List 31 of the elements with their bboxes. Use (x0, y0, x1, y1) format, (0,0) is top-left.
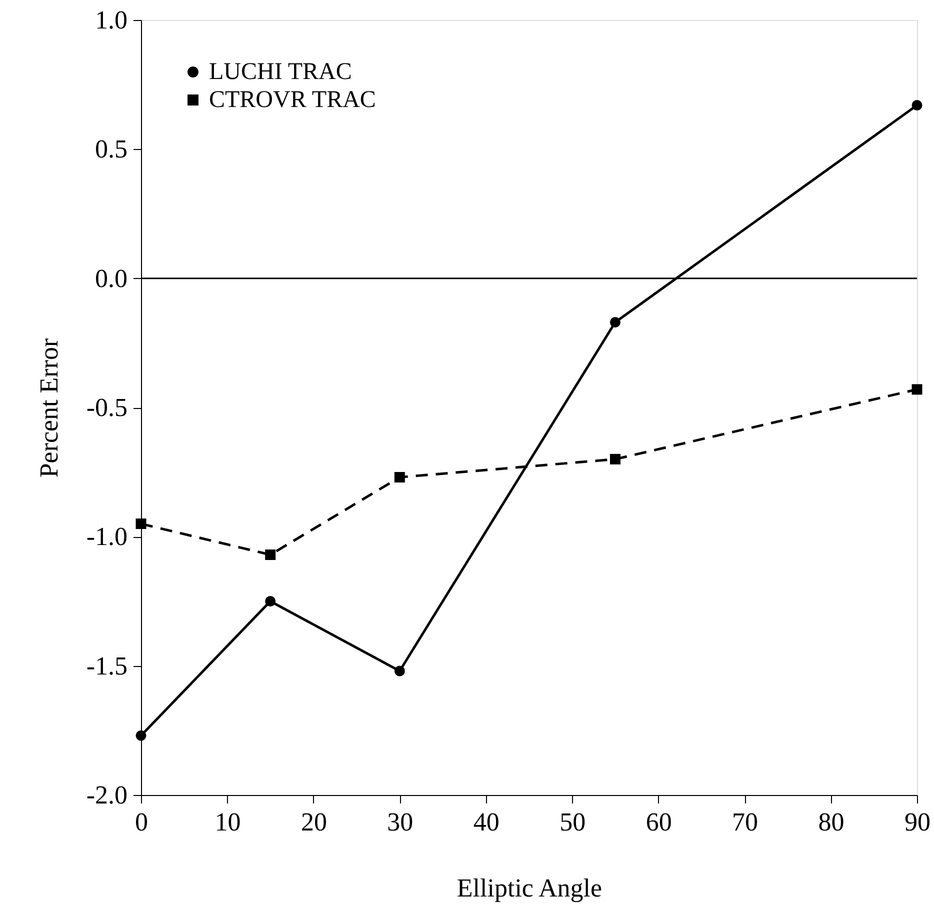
point (610, 317, 620, 328)
point (912, 384, 922, 395)
point (136, 730, 146, 741)
x-tick-label: 80 (818, 808, 844, 836)
point (610, 454, 620, 464)
x-tick-label: 50 (560, 808, 586, 836)
legend-label: LUCHI TRAC (209, 59, 352, 85)
y-tick-label: -2.0 (86, 780, 128, 810)
y-axis-title: Percent Error (34, 338, 64, 478)
y-tick-label: -1.0 (86, 522, 128, 552)
point (912, 100, 922, 110)
point (394, 666, 405, 676)
x-tick-label: 70 (732, 808, 758, 836)
x-axis-title: Elliptic Angle (456, 874, 602, 902)
x-tick-label: 60 (646, 808, 672, 836)
x-tick-label: 10 (214, 808, 241, 836)
x-tick-label: 90 (904, 808, 930, 836)
legend-label: CTROVR TRAC (209, 87, 376, 113)
x-tick-label: 0 (135, 808, 148, 836)
y-tick-label: -1.5 (86, 651, 128, 680)
y-tick-label: -0.5 (86, 393, 128, 422)
point (265, 550, 276, 560)
x-tick-label: 20 (300, 808, 327, 836)
y-tick-label: 0.5 (95, 134, 128, 164)
y-tick-label: 0.0 (95, 264, 128, 293)
y-tick-label: 1.0 (95, 6, 128, 34)
point (265, 596, 276, 606)
x-tick-label: 30 (387, 808, 414, 836)
point (136, 518, 146, 529)
point (394, 472, 405, 482)
x-tick-label: 40 (473, 808, 500, 836)
